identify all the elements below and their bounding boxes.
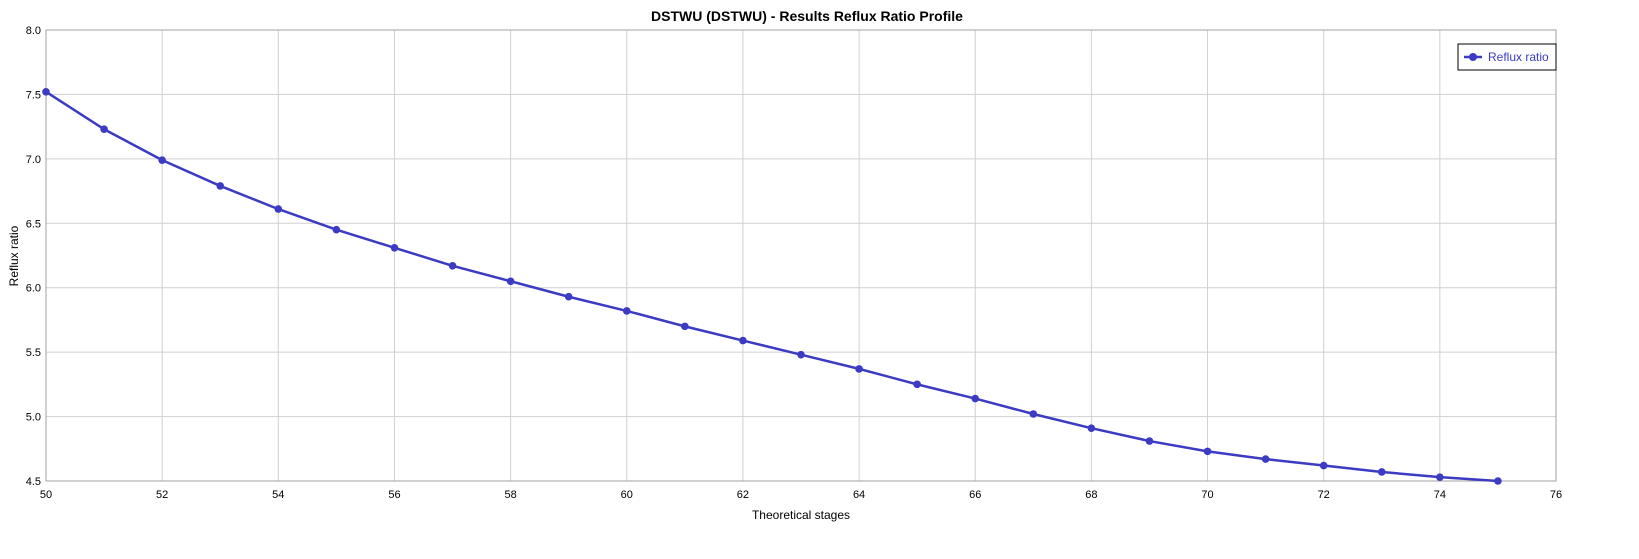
data-point[interactable] — [448, 262, 457, 270]
data-point[interactable] — [216, 182, 225, 190]
data-point[interactable] — [681, 322, 689, 331]
x-tick-label: 72 — [1318, 489, 1330, 501]
data-point[interactable] — [1436, 473, 1444, 481]
series-reflux-ratio — [42, 88, 1502, 485]
data-point[interactable] — [1087, 424, 1096, 432]
data-point[interactable] — [1029, 410, 1038, 418]
x-tick-label: 66 — [969, 489, 981, 501]
y-tick-label: 5.0 — [26, 412, 41, 424]
y-tick-label: 5.5 — [26, 347, 41, 359]
legend-label: Reflux ratio — [1488, 50, 1549, 64]
data-point[interactable] — [1494, 477, 1502, 485]
data-point[interactable] — [390, 243, 399, 252]
chart-title: DSTWU (DSTWU) - Results Reflux Ratio Pro… — [651, 8, 963, 24]
x-tick-label: 58 — [504, 489, 516, 501]
data-point[interactable] — [274, 205, 283, 213]
y-axis-label: Reflux ratio — [7, 225, 21, 286]
data-point[interactable] — [1319, 461, 1328, 470]
data-point[interactable] — [739, 336, 747, 345]
x-axis-label: Theoretical stages — [752, 508, 850, 522]
x-tick-label: 56 — [388, 489, 400, 501]
data-point[interactable] — [971, 394, 980, 403]
data-point[interactable] — [913, 380, 921, 389]
data-point[interactable] — [1377, 468, 1386, 476]
x-tick-label: 50 — [40, 489, 52, 501]
x-axis-ticks: 50 52 54 56 58 60 62 64 66 68 70 72 74 76 — [40, 489, 1562, 501]
y-tick-label: 6.5 — [26, 218, 41, 230]
data-point[interactable] — [1203, 447, 1212, 456]
y-tick-label: 4.5 — [26, 476, 41, 488]
plot-area — [45, 29, 1557, 482]
x-tick-label: 62 — [737, 489, 749, 501]
legend[interactable]: Reflux ratio — [1457, 43, 1557, 71]
y-tick-label: 8.0 — [26, 25, 41, 37]
y-tick-label: 7.5 — [26, 89, 41, 101]
x-tick-label: 70 — [1201, 489, 1213, 501]
x-tick-label: 52 — [156, 489, 168, 501]
data-point[interactable] — [332, 225, 341, 234]
data-point[interactable] — [158, 156, 166, 164]
data-point[interactable] — [506, 277, 515, 286]
data-point[interactable] — [797, 350, 805, 359]
grid-lines — [45, 29, 1557, 482]
x-tick-label: 54 — [272, 489, 284, 501]
y-axis-ticks: 4.5 5.0 5.5 6.0 6.5 7.0 7.5 8.0 — [26, 25, 41, 488]
data-point[interactable] — [1261, 455, 1270, 463]
data-point[interactable] — [42, 88, 50, 96]
data-point[interactable] — [622, 307, 631, 315]
x-tick-label: 64 — [853, 489, 865, 501]
x-tick-label: 68 — [1085, 489, 1097, 501]
y-tick-label: 7.0 — [26, 154, 41, 166]
x-tick-label: 60 — [621, 489, 633, 501]
y-tick-label: 6.0 — [26, 283, 41, 295]
data-point[interactable] — [855, 365, 863, 373]
x-tick-label: 74 — [1434, 489, 1446, 501]
x-tick-label: 76 — [1550, 489, 1562, 501]
data-point[interactable] — [100, 125, 108, 134]
legend-marker-icon — [1469, 53, 1477, 61]
series-line — [45, 90, 1499, 483]
data-point[interactable] — [564, 292, 573, 301]
data-point[interactable] — [1145, 437, 1154, 445]
